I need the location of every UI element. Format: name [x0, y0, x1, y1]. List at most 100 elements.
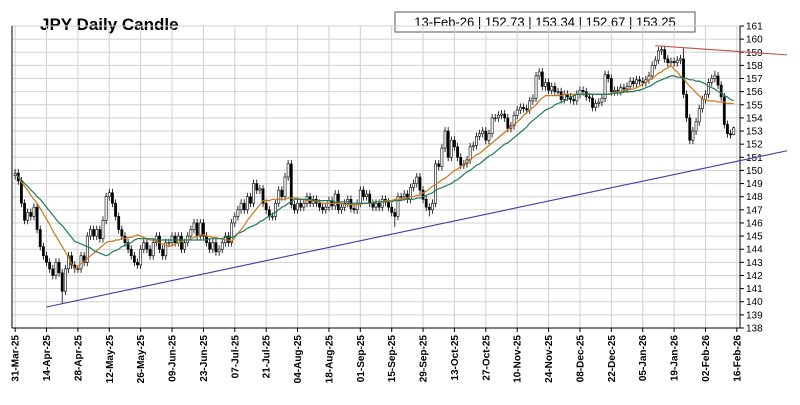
- candle-body: [151, 242, 155, 257]
- candle-body: [694, 121, 698, 132]
- x-tick-label: 10-Nov-25: [513, 335, 524, 383]
- candle-body: [333, 193, 337, 207]
- candle-body: [380, 199, 384, 208]
- candle-body: [38, 229, 42, 247]
- candle-body: [581, 90, 585, 92]
- candle-body: [625, 86, 629, 90]
- candle-body: [29, 212, 33, 217]
- candles: [13, 45, 736, 304]
- candle-body: [449, 139, 453, 158]
- candle-body: [719, 84, 723, 98]
- x-tick-label: 28-Apr-25: [73, 335, 84, 382]
- x-tick-label: 23-Jun-25: [199, 335, 210, 382]
- x-tick-label: 31-Mar-25: [11, 335, 22, 382]
- candle-body: [603, 74, 607, 99]
- y-tick-label: 147: [746, 205, 763, 216]
- y-tick-label: 158: [746, 61, 763, 72]
- candle-body: [591, 97, 594, 108]
- candle-body: [173, 235, 177, 243]
- y-tick-label: 155: [746, 100, 763, 111]
- candle-body: [421, 189, 425, 200]
- candle-body: [609, 78, 613, 92]
- candle-body: [167, 242, 171, 244]
- candle-body: [606, 74, 610, 79]
- candle-body: [255, 183, 259, 191]
- candle-body: [145, 242, 149, 250]
- candle-body: [120, 229, 124, 237]
- candle-body: [92, 229, 95, 237]
- y-tick-label: 145: [746, 232, 763, 243]
- candle-body: [638, 79, 641, 82]
- candle-body: [437, 163, 441, 167]
- x-tick-label: 15-Sep-25: [387, 335, 398, 383]
- candle-body: [663, 49, 667, 60]
- y-tick-label: 153: [746, 127, 763, 138]
- y-tick-label: 140: [746, 297, 763, 308]
- candle-body: [678, 58, 682, 61]
- candle-body: [427, 206, 431, 211]
- candle-body: [192, 222, 196, 230]
- x-tick-label: 18-Aug-25: [324, 335, 335, 384]
- candle-body: [283, 176, 287, 197]
- x-tick-label: 21-Jul-25: [262, 335, 273, 379]
- candle-body: [230, 222, 234, 243]
- candle-body: [318, 202, 321, 208]
- candle-body: [368, 193, 372, 204]
- x-tick-label: 24-Nov-25: [544, 335, 555, 383]
- candle-body: [503, 113, 507, 119]
- candle-body: [346, 199, 350, 204]
- candle-body: [26, 212, 30, 221]
- candle-body: [35, 206, 39, 230]
- candle-body: [217, 248, 221, 253]
- candle-body: [132, 255, 136, 263]
- candle-body: [264, 202, 268, 211]
- candle-body: [208, 242, 212, 250]
- candle-body: [299, 202, 303, 208]
- candle-body: [418, 176, 422, 191]
- y-tick-label: 151: [746, 153, 763, 164]
- x-tick-label: 26-May-25: [136, 335, 147, 384]
- candle-body: [60, 272, 64, 292]
- candle-body: [111, 192, 114, 204]
- candle-body: [57, 262, 61, 274]
- chart-title: JPY Daily Candle: [40, 15, 179, 34]
- candle-body: [142, 242, 146, 250]
- candle-body: [164, 242, 168, 257]
- candle-body: [67, 255, 70, 270]
- candle-body: [493, 117, 497, 120]
- candle-body: [233, 216, 237, 224]
- candle-body: [468, 146, 472, 161]
- y-tick-label: 138: [746, 324, 763, 335]
- candle-body: [553, 86, 557, 92]
- candle-body: [522, 107, 525, 110]
- y-tick-label: 139: [746, 310, 763, 321]
- candle-body: [587, 96, 591, 99]
- candle-body: [707, 82, 711, 95]
- candle-body: [512, 114, 516, 127]
- candle-body: [534, 75, 538, 99]
- candle-body: [76, 268, 80, 271]
- candle-body: [675, 59, 679, 64]
- candle-body: [726, 124, 729, 134]
- candle-body: [277, 189, 281, 204]
- candle-body: [261, 188, 265, 204]
- candle-body: [98, 229, 102, 240]
- candle-body: [249, 196, 252, 204]
- candle-body: [697, 108, 701, 123]
- candle-body: [183, 242, 186, 250]
- candle-body: [293, 204, 296, 211]
- candle-body: [63, 268, 67, 292]
- candle-body: [104, 196, 108, 221]
- y-tick-label: 150: [746, 166, 763, 177]
- candle-body: [556, 91, 560, 93]
- candle-body: [302, 202, 306, 208]
- x-tick-label: 29-Sep-25: [419, 335, 430, 383]
- x-tick-label: 12-May-25: [105, 335, 116, 384]
- y-tick-label: 143: [746, 258, 763, 269]
- candle-body: [628, 80, 632, 87]
- candle-body: [198, 222, 202, 237]
- candle-body: [23, 202, 26, 221]
- candle-body: [415, 176, 419, 184]
- candle-body: [107, 192, 111, 197]
- y-tick-label: 146: [746, 218, 763, 229]
